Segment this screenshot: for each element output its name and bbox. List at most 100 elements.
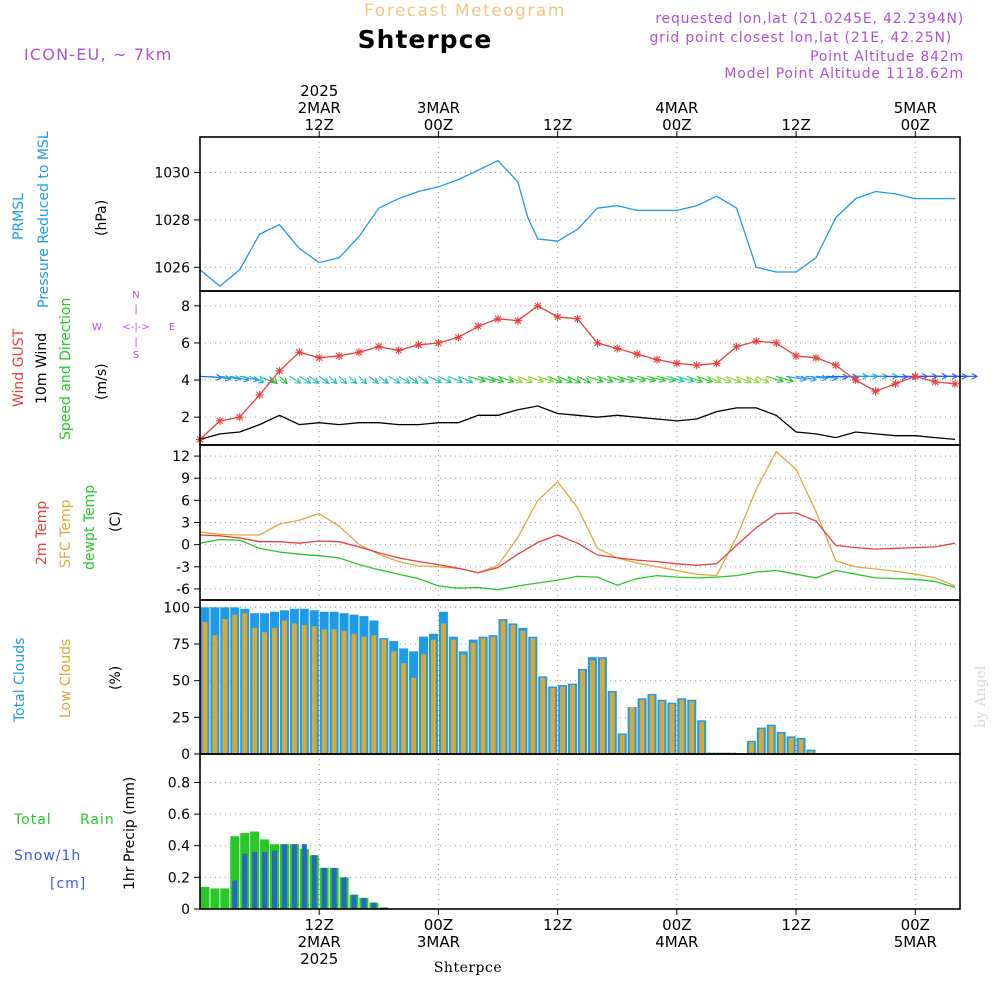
wind-gust-marker [494, 314, 503, 323]
wind-arrow [388, 375, 401, 384]
wind-arrow [676, 375, 694, 382]
wind-arrow [627, 375, 646, 382]
low-cloud-bar [232, 614, 238, 754]
bottom-tick-label: 5MAR [894, 933, 937, 951]
wind-gust-marker [633, 350, 642, 359]
wind-arrow [478, 375, 496, 382]
wind-arrowhead [360, 377, 368, 385]
wind-gust-marker [652, 355, 661, 364]
low-cloud-bar [440, 623, 446, 754]
rain-bar [220, 888, 230, 909]
low-cloud-bar [679, 699, 685, 754]
compass-n: N [132, 290, 139, 301]
snow-bar [272, 850, 278, 909]
wind-arrowhead [696, 376, 704, 384]
low-cloud-bar [391, 651, 397, 754]
wind-gust-marker [394, 346, 403, 355]
pressure-label-prmsl: PRMSL [11, 193, 27, 240]
wind-arrowhead [294, 377, 302, 384]
wind-arrow [507, 375, 523, 383]
temp-tick-label: 0 [181, 538, 190, 554]
low-cloud-bar [669, 704, 675, 754]
wind-arrowhead [497, 376, 505, 384]
pressure-labels: PRMSL Pressure Reduced to MSL (hPa) [11, 131, 110, 308]
precip-tick-label: 0.6 [168, 807, 190, 823]
wind-arrow [587, 375, 604, 383]
wind-gust-marker [533, 301, 542, 310]
low-cloud-bar [470, 642, 476, 754]
wind-arrowhead [787, 376, 795, 384]
wind-arrow [527, 375, 544, 383]
compass-s: S [133, 350, 139, 361]
precip-labels: Total Rain Snow/1h [cm] 1hr Precip (mm) [13, 777, 138, 892]
wind-arrow [378, 375, 389, 384]
clouds-tick-label: 100 [163, 600, 190, 616]
wind-arrow [766, 375, 784, 382]
wind-arrow [666, 375, 684, 382]
low-cloud-bar [788, 737, 794, 754]
wind-tick-label: 6 [181, 336, 190, 352]
precip-tick-label: 0 [181, 902, 190, 918]
snow-bar [262, 852, 268, 909]
wind-arrowhead [547, 376, 555, 384]
temp-tick-label: -6 [176, 582, 190, 598]
compass-ns-top: | [134, 304, 137, 315]
wind-arrow [686, 375, 703, 383]
wind-arrowhead [618, 376, 626, 384]
wind-gust-marker [513, 316, 522, 325]
low-cloud-bar [480, 638, 486, 754]
wind-arrowhead [322, 377, 330, 385]
low-cloud-bar [252, 627, 258, 754]
wind-arrow [756, 375, 770, 384]
low-cloud-bar [659, 701, 665, 754]
bottom-tick-label: 2MAR [298, 933, 341, 951]
wind-gust-marker [911, 372, 920, 381]
wind-gust-marker [692, 361, 701, 370]
wind-gust-marker [891, 379, 900, 388]
top-tick-label: 3MAR [417, 99, 460, 117]
wind-arrowhead [777, 376, 785, 384]
low-cloud-bar [699, 721, 705, 754]
wind-arrowhead [596, 376, 605, 384]
top-tick-label: 00Z [424, 116, 453, 134]
wind-arrowhead [479, 376, 487, 384]
wind-gust-marker [335, 351, 344, 360]
wind-arrow [607, 375, 625, 382]
precip-frame [199, 753, 961, 910]
wind-arrow [557, 375, 573, 383]
wind-arrow [438, 375, 452, 384]
watermark: by Angel [973, 665, 989, 728]
precip-unit: 1hr Precip (mm) [122, 777, 138, 890]
wind-gust-label: Wind GUST [11, 328, 27, 407]
temp-tick-label: 3 [181, 516, 190, 532]
wind-arrowhead [411, 377, 419, 385]
wind-arrow [368, 375, 379, 384]
wind-arrow [358, 375, 367, 384]
wind-arrow [617, 375, 635, 382]
low-cloud-bar [450, 639, 456, 754]
wind-gust-marker [732, 342, 741, 351]
wind-arrowhead [466, 377, 474, 384]
snow-bar [351, 894, 357, 909]
wind-arrow [348, 375, 357, 384]
header: Forecast Meteogram Shterpce ICON-EU, ~ 7… [24, 1, 963, 82]
wind-gust-marker [315, 353, 324, 362]
wind-arrow [269, 375, 278, 384]
top-tick-label: 12Z [543, 116, 572, 134]
wind-arrow [418, 375, 429, 384]
wind-10m-label: 10m Wind [34, 333, 50, 404]
low-cloud-bar [202, 622, 208, 754]
low-cloud-bar [778, 733, 784, 754]
precip-tick-label: 0.8 [168, 775, 190, 791]
wind-arrowhead [821, 374, 829, 382]
low-cloud-bar [371, 635, 377, 754]
snow-bar [301, 844, 307, 909]
clouds-tick-label: 25 [172, 710, 190, 726]
low-cloud-bar [301, 624, 307, 754]
wind-arrowhead [762, 377, 770, 384]
low-cloud-bar [460, 654, 466, 754]
wind-arrowhead [340, 377, 348, 385]
low-cloud-bar [272, 627, 278, 754]
wind-gust-marker [354, 348, 363, 357]
wind-gust-marker [752, 337, 761, 346]
